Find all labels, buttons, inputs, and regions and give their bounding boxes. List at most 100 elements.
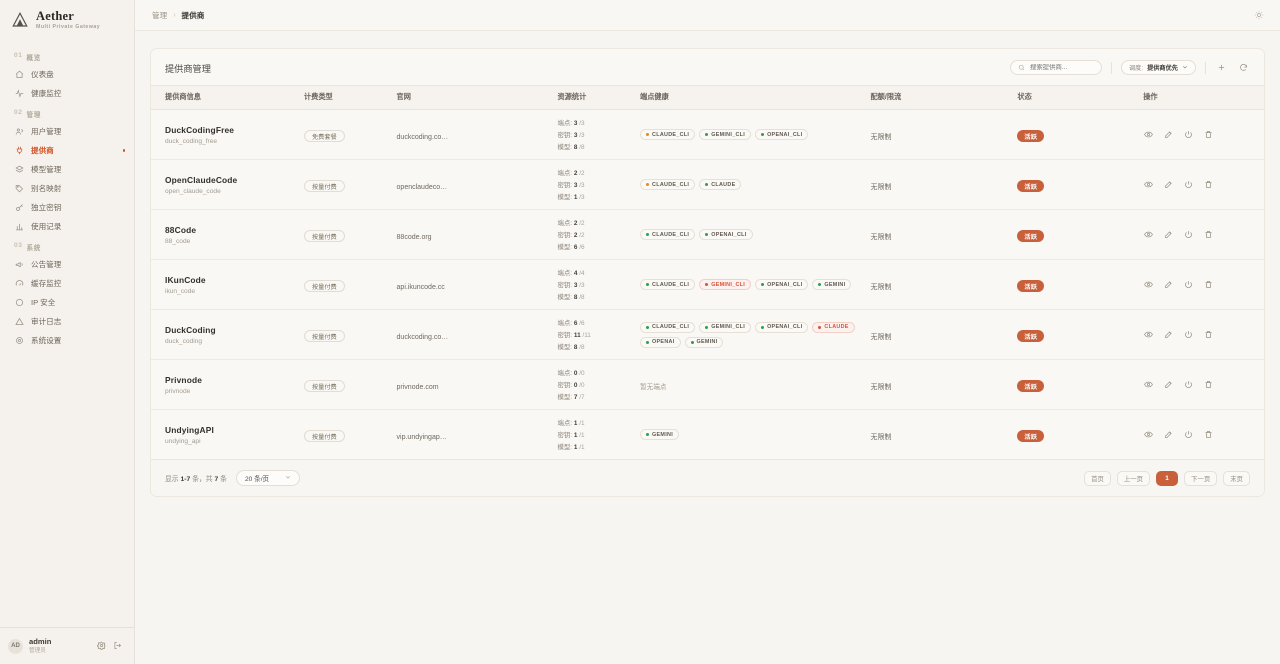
sidebar-item-label: 缓存监控 [31, 279, 62, 289]
sidebar-item-system-settings[interactable]: 系统设置 [0, 331, 134, 350]
website-link[interactable]: privnode.com [396, 383, 439, 391]
sidebar-item-announcements[interactable]: 公告管理 [0, 255, 134, 274]
sidebar-item-alias-mapping[interactable]: 别名映射 [0, 179, 134, 198]
health-badge[interactable]: OPENAI_CLI [699, 229, 753, 240]
refresh-icon[interactable] [1237, 61, 1250, 74]
sidebar-user-bar[interactable]: AD admin 管理员 [0, 627, 134, 664]
eye-icon[interactable] [1143, 429, 1154, 440]
edit-icon[interactable] [1163, 279, 1174, 290]
main-area: 管理 › 提供商 提供商管理 [135, 0, 1280, 664]
power-icon[interactable] [1183, 429, 1194, 440]
resource-stats-cell: 端点: 3 /3 密钥: 3 /3 模型: 8 /8 [557, 109, 641, 160]
edit-icon[interactable] [1163, 179, 1174, 190]
health-badge[interactable]: GEMINI [812, 279, 852, 290]
search-box[interactable] [1009, 60, 1102, 75]
status-badge: 活跃 [1017, 430, 1045, 442]
sidebar-item-ip-security[interactable]: IP 安全 [0, 293, 134, 312]
health-badge[interactable]: OPENAI [640, 336, 681, 348]
pagination-button[interactable]: 1 [1156, 470, 1179, 486]
sidebar-item-health-monitor[interactable]: 健康监控 [0, 84, 134, 103]
website-link[interactable]: duckcoding.co… [396, 133, 449, 141]
pagination-button[interactable]: 首页 [1084, 470, 1111, 486]
trash-icon[interactable] [1203, 179, 1214, 190]
breadcrumb-parent[interactable]: 管理 [152, 10, 168, 20]
health-badge[interactable]: GEMINI_CLI [699, 321, 752, 333]
power-icon[interactable] [1183, 379, 1194, 390]
trash-icon[interactable] [1203, 429, 1214, 440]
health-badge[interactable]: CLAUDE_CLI [640, 179, 696, 190]
power-icon[interactable] [1183, 229, 1194, 240]
table-row[interactable]: IKunCode ikun_code 按量付费 api.ikuncode.cc … [151, 259, 1264, 310]
endpoint-health-badges: CLAUDE_CLI GEMINI_CLI OPENAI_CLI GEMINI [640, 279, 855, 290]
pagination-button[interactable]: 末页 [1223, 470, 1250, 486]
trash-icon[interactable] [1203, 329, 1214, 340]
health-badge[interactable]: GEMINI [684, 336, 724, 348]
power-icon[interactable] [1183, 179, 1194, 190]
table-row[interactable]: UndyingAPI undying_api 按量付费 vip.undyinga… [151, 410, 1264, 460]
sidebar-item-cache-monitor[interactable]: 缓存监控 [0, 274, 134, 293]
edit-icon[interactable] [1163, 229, 1174, 240]
eye-icon[interactable] [1143, 129, 1154, 140]
eye-icon[interactable] [1143, 179, 1154, 190]
scheduler-select[interactable]: 调度: 提供商优先 [1120, 60, 1196, 75]
sidebar-item-audit-log[interactable]: 审计日志 [0, 312, 134, 331]
plus-icon[interactable] [1215, 61, 1228, 74]
eye-icon[interactable] [1143, 329, 1154, 340]
stat-models: 模型: 8 /8 [557, 294, 585, 301]
website-link[interactable]: openclaudeco… [396, 183, 448, 191]
edit-icon[interactable] [1163, 129, 1174, 140]
quota-value: 无限制 [870, 383, 892, 391]
health-badge[interactable]: GEMINI [640, 429, 680, 440]
sidebar-item-standalone-keys[interactable]: 独立密钥 [0, 198, 134, 217]
sidebar-item-providers[interactable]: 提供商 [0, 141, 134, 160]
eye-icon[interactable] [1143, 379, 1154, 390]
health-badge[interactable]: CLAUDE_CLI [640, 279, 696, 290]
nav-section-system: 03 系统 [14, 242, 41, 253]
logout-icon[interactable] [113, 637, 122, 655]
table-row[interactable]: DuckCodingFree duck_coding_free 免费套餐 duc… [151, 109, 1264, 160]
trash-icon[interactable] [1203, 229, 1214, 240]
health-badge[interactable]: CLAUDE_CLI [640, 321, 696, 333]
quota-value: 无限制 [870, 283, 892, 291]
health-badge[interactable]: OPENAI_CLI [755, 129, 809, 140]
table-row[interactable]: 88Code 88_code 按量付费 88code.org 端点: 2 /2 … [151, 209, 1264, 260]
power-icon[interactable] [1183, 329, 1194, 340]
website-link[interactable]: 88code.org [396, 233, 432, 241]
pagination-button[interactable]: 下一页 [1184, 470, 1218, 486]
gear-icon[interactable] [97, 637, 106, 655]
sidebar-item-users[interactable]: 用户管理 [0, 122, 134, 141]
table-row[interactable]: DuckCoding duck_coding 按量付费 duckcoding.c… [151, 309, 1264, 360]
sidebar-item-models[interactable]: 模型管理 [0, 160, 134, 179]
sun-icon[interactable] [1252, 8, 1266, 22]
table-row[interactable]: OpenClaudeCode open_claude_code 按量付费 ope… [151, 159, 1264, 210]
eye-icon[interactable] [1143, 229, 1154, 240]
search-input[interactable] [1029, 64, 1094, 71]
eye-icon[interactable] [1143, 279, 1154, 290]
health-badge[interactable]: CLAUDE [812, 321, 855, 333]
trash-icon[interactable] [1203, 379, 1214, 390]
edit-icon[interactable] [1163, 329, 1174, 340]
health-badge[interactable]: CLAUDE_CLI [640, 129, 696, 140]
pagination: 首页 上一页 1 下一页 末页 [1084, 470, 1250, 486]
website-link[interactable]: api.ikuncode.cc [396, 283, 445, 291]
edit-icon[interactable] [1163, 379, 1174, 390]
health-badge[interactable]: OPENAI_CLI [755, 321, 809, 333]
website-link[interactable]: vip.undyingap… [396, 433, 447, 441]
health-badge[interactable]: CLAUDE_CLI [640, 229, 696, 240]
pagination-button[interactable]: 上一页 [1116, 470, 1151, 486]
edit-icon[interactable] [1163, 429, 1174, 440]
sidebar-item-dashboard[interactable]: 仪表盘 [0, 65, 134, 84]
health-badge[interactable]: GEMINI_CLI [699, 129, 752, 140]
trash-icon[interactable] [1203, 129, 1214, 140]
health-badge[interactable]: CLAUDE [699, 179, 742, 190]
health-badge[interactable]: OPENAI_CLI [755, 279, 809, 290]
health-badge[interactable]: GEMINI_CLI [699, 279, 752, 290]
trash-icon[interactable] [1203, 279, 1214, 290]
per-page-select[interactable]: 20 条/页 [235, 470, 301, 486]
table-row[interactable]: Privnode privnode 按量付费 privnode.com 端点: … [151, 359, 1264, 410]
power-icon[interactable] [1183, 279, 1194, 290]
website-link[interactable]: duckcoding.co… [396, 333, 449, 341]
sidebar-item-usage-records[interactable]: 使用记录 [0, 217, 134, 236]
bar-chart-icon [14, 222, 24, 232]
power-icon[interactable] [1183, 129, 1194, 140]
